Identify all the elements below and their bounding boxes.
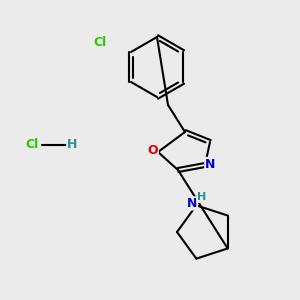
Text: O: O bbox=[148, 145, 158, 158]
Text: Cl: Cl bbox=[26, 139, 39, 152]
Text: H: H bbox=[197, 192, 206, 203]
Text: N: N bbox=[205, 158, 215, 170]
Text: Cl: Cl bbox=[94, 35, 107, 49]
Text: H: H bbox=[67, 139, 77, 152]
Text: N: N bbox=[187, 197, 197, 210]
